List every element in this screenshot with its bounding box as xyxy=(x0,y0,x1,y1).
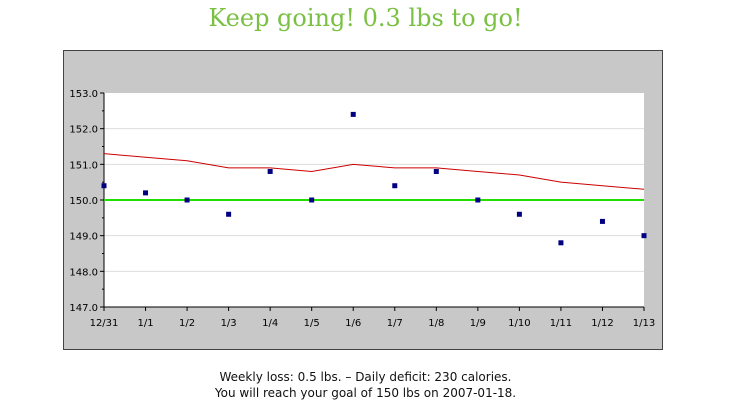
weight-point xyxy=(475,197,481,203)
x-tick-label: 1/1 xyxy=(137,318,153,329)
weight-point xyxy=(558,240,564,246)
x-tick-label: 1/13 xyxy=(633,318,655,329)
weight-point xyxy=(392,183,398,189)
y-tick-label: 149.0 xyxy=(69,232,98,243)
x-tick-label: 1/3 xyxy=(221,318,237,329)
weight-point xyxy=(184,197,190,203)
x-tick-label: 12/31 xyxy=(90,318,119,329)
y-tick-label: 148.0 xyxy=(69,267,98,278)
weight-point xyxy=(516,211,522,217)
x-tick-label: 1/2 xyxy=(179,318,195,329)
x-tick-label: 1/7 xyxy=(387,318,403,329)
trend-line xyxy=(103,153,645,190)
y-tick-label: 153.0 xyxy=(69,89,98,100)
weight-point xyxy=(641,233,647,239)
weekly-loss-text: Weekly loss: 0.5 lbs. – Daily deficit: 2… xyxy=(219,370,512,384)
weight-point xyxy=(599,218,605,224)
weight-point xyxy=(226,211,232,217)
y-tick-label: 151.0 xyxy=(69,160,98,171)
x-tick-label: 1/9 xyxy=(470,318,486,329)
x-tick-label: 1/8 xyxy=(428,318,444,329)
weight-point xyxy=(350,111,356,117)
weight-point xyxy=(433,168,439,174)
x-tick-label: 1/5 xyxy=(304,318,320,329)
x-tick-label: 1/4 xyxy=(262,318,278,329)
y-tick-label: 152.0 xyxy=(69,125,98,136)
x-tick-label: 1/10 xyxy=(508,318,530,329)
goal-date-text: You will reach your goal of 150 lbs on 2… xyxy=(214,386,517,400)
weight-point xyxy=(309,197,315,203)
x-tick-label: 1/12 xyxy=(591,318,613,329)
x-tick-label: 1/11 xyxy=(550,318,572,329)
weight-chart: 153.0 152.0 151.0 150.0 149.0 148.0 147.0 12/31… xyxy=(69,89,655,329)
x-tick-label: 1/6 xyxy=(345,318,361,329)
headline-message: Keep going! 0.3 lbs to go! xyxy=(208,4,523,32)
y-tick-label: 147.0 xyxy=(69,303,98,314)
summary-footer: Weekly loss: 0.5 lbs. – Daily deficit: 2… xyxy=(0,369,731,401)
weight-point xyxy=(143,190,149,196)
y-tick-label: 150.0 xyxy=(69,196,98,207)
weight-point xyxy=(267,168,273,174)
weight-point xyxy=(101,183,107,189)
